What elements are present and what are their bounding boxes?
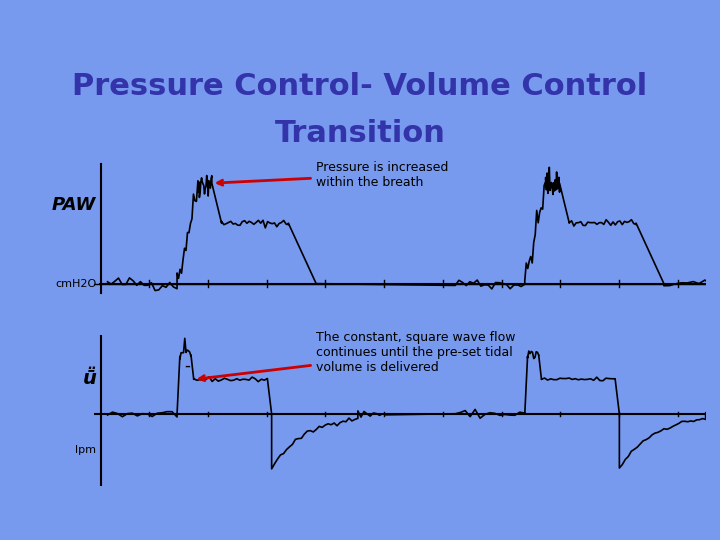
Text: Pressure Control- Volume Control: Pressure Control- Volume Control	[73, 72, 647, 101]
Text: The constant, square wave flow
continues until the pre-set tidal
volume is deliv: The constant, square wave flow continues…	[199, 332, 516, 381]
Text: PAW: PAW	[52, 196, 96, 214]
Text: lpm: lpm	[76, 445, 96, 455]
Text: ṻ: ṻ	[83, 368, 96, 388]
Text: Transition: Transition	[274, 119, 446, 148]
Text: Pressure is increased
within the breath: Pressure is increased within the breath	[217, 161, 449, 189]
Text: -: -	[184, 357, 190, 375]
Text: cmH2O: cmH2O	[55, 279, 96, 288]
